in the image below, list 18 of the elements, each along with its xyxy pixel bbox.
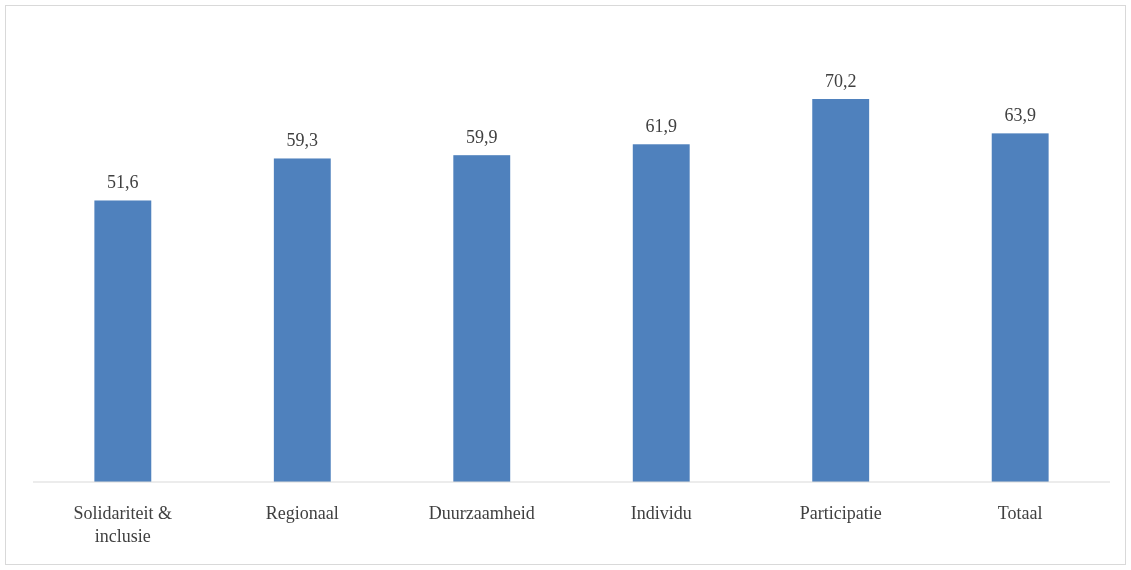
x-tick-label: Totaal <box>997 503 1043 523</box>
x-tick-label: Participatie <box>799 503 882 523</box>
data-label: 63,9 <box>1004 105 1036 126</box>
x-tick-label: Duurzaamheid <box>428 503 535 523</box>
x-tick-label: Regionaal <box>265 503 339 523</box>
data-label: 59,9 <box>466 127 498 148</box>
bar <box>812 99 870 482</box>
data-label: 70,2 <box>824 71 857 91</box>
data-label: 59,3 <box>286 130 319 151</box>
data-label: 61,9 <box>645 116 677 137</box>
bar <box>94 200 152 482</box>
data-label: 51,6 <box>107 172 139 193</box>
bar <box>991 133 1049 482</box>
bar <box>632 144 690 482</box>
bar <box>453 155 511 482</box>
x-tick-label: Individu <box>630 503 692 523</box>
bar <box>273 158 331 482</box>
x-tick-label: Solidariteit & inclusie <box>73 503 173 546</box>
